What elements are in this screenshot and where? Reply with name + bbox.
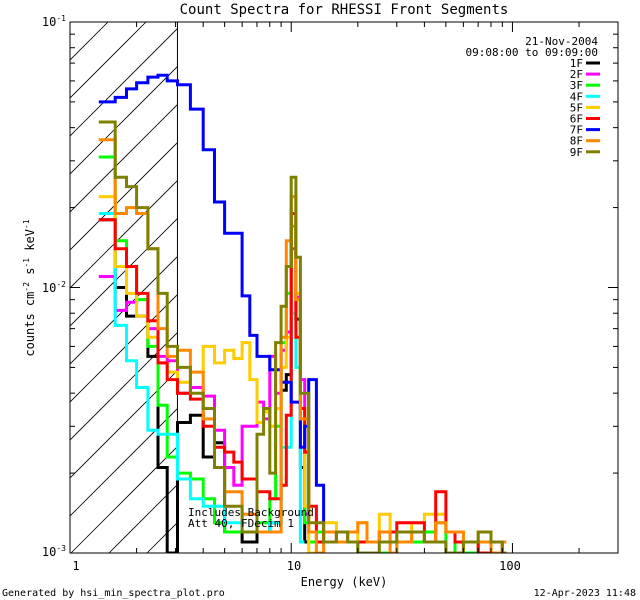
hatch-line [70, 217, 178, 327]
hatch-line [70, 255, 178, 365]
legend-label-8f: 8F [570, 135, 583, 148]
plot-frame [69, 21, 619, 554]
series-7f-line [98, 73, 328, 534]
series-4f-line [98, 212, 305, 544]
legend-label-4f: 4F [570, 90, 583, 103]
hatch-line [70, 369, 178, 479]
chart-title: Count Spectra for RHESSI Front Segments [180, 2, 509, 18]
y-tick-label-1e-1: 10-1 [42, 14, 66, 29]
x-tick-label-100: 100 [499, 559, 521, 573]
timestamp-footer: 12-Apr-2023 11:48 [534, 588, 636, 599]
y-tick-label-1e-3: 10-3 [42, 544, 66, 559]
legend-label-5f: 5F [570, 101, 583, 114]
x-tick-label-10: 10 [287, 559, 301, 573]
hatch-line [70, 27, 178, 137]
legend-label-9f: 9F [570, 146, 583, 159]
hatch-line [70, 445, 178, 553]
legend-label-2f: 2F [570, 68, 583, 81]
legend-label-1f: 1F [570, 57, 583, 70]
legend-label-3f: 3F [570, 79, 583, 92]
hatch-line [146, 521, 178, 553]
y-tick-label-1e-2: 10-2 [42, 280, 66, 295]
time-range-label: 09:08:00 to 09:09:00 [466, 46, 598, 59]
series-9f-line [98, 120, 507, 553]
generated-by-footer: Generated by hsi_min_spectra_plot.pro [2, 588, 225, 599]
hatch-line [70, 65, 178, 175]
attenuator-note: Att 40, FDecim 1 [188, 517, 294, 530]
hatch-line [70, 103, 178, 213]
legend-label-7f: 7F [570, 124, 583, 137]
y-axis-label: counts cm-2 s-1 keV-1 [22, 219, 37, 356]
axis-ticks [69, 22, 619, 554]
x-axis-label: Energy (keV) [301, 575, 388, 589]
hatched-background-region [70, 22, 178, 553]
series-layer [98, 73, 507, 553]
background-note: Includes Background [188, 506, 314, 519]
legend-label-6f: 6F [570, 113, 583, 126]
hatch-line [70, 407, 178, 517]
date-label: 21-Nov-2004 [525, 35, 598, 48]
x-tick-label-1: 1 [72, 559, 79, 573]
